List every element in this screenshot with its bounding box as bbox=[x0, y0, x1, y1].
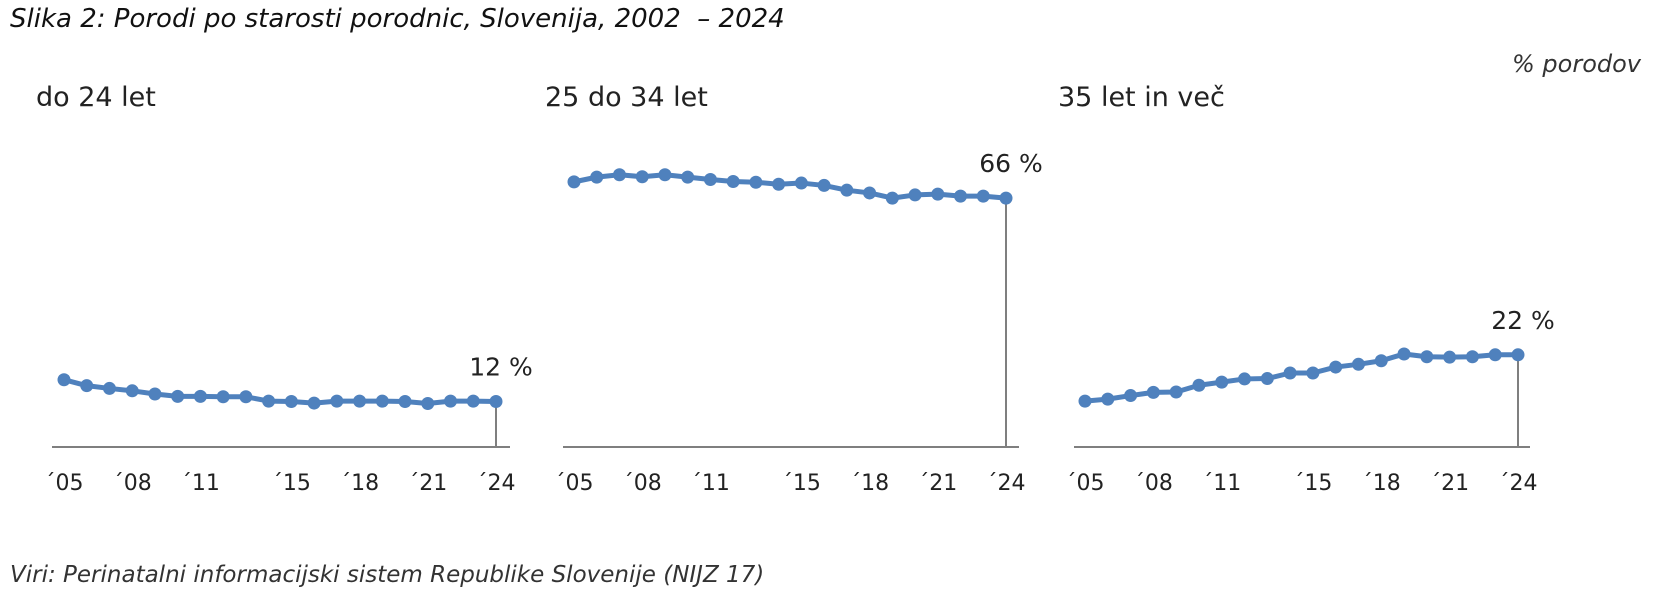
data-point bbox=[262, 394, 276, 408]
panel-title: 25 do 34 let bbox=[545, 82, 708, 113]
data-point bbox=[681, 170, 695, 184]
x-tick-label: ´21 bbox=[1430, 471, 1469, 496]
chart-title: Slika 2: Porodi po starosti porodnic, Sl… bbox=[10, 4, 785, 34]
data-point bbox=[976, 189, 990, 203]
data-point bbox=[1351, 357, 1365, 371]
data-point bbox=[726, 174, 740, 188]
data-point bbox=[125, 384, 139, 398]
panel-title: 35 let in več bbox=[1058, 82, 1225, 113]
x-tick-label: ´24 bbox=[477, 471, 516, 496]
panel-title: do 24 let bbox=[36, 82, 156, 113]
data-point bbox=[80, 379, 94, 393]
x-tick-label: ´24 bbox=[1499, 471, 1538, 496]
x-tick-label: ´11 bbox=[691, 471, 730, 496]
data-point bbox=[307, 396, 321, 410]
data-point bbox=[635, 170, 649, 184]
x-tick-label: ´24 bbox=[987, 471, 1026, 496]
data-point bbox=[1124, 389, 1138, 403]
data-point bbox=[567, 175, 581, 189]
data-point bbox=[794, 176, 808, 190]
data-point bbox=[216, 390, 230, 404]
data-point bbox=[999, 191, 1013, 205]
data-point bbox=[239, 390, 253, 404]
x-tick-label: ´08 bbox=[113, 471, 152, 496]
x-tick-label: ´08 bbox=[1134, 471, 1173, 496]
data-point bbox=[863, 186, 877, 200]
data-point bbox=[749, 175, 763, 189]
data-point bbox=[102, 381, 116, 395]
data-point bbox=[1192, 378, 1206, 392]
data-point bbox=[193, 389, 207, 403]
data-point bbox=[1420, 350, 1434, 364]
data-point bbox=[1488, 348, 1502, 362]
x-tick-label: ´15 bbox=[272, 471, 311, 496]
data-label: 22 % bbox=[1491, 306, 1555, 335]
x-tick-label: ´21 bbox=[918, 471, 957, 496]
data-point bbox=[1397, 347, 1411, 361]
x-tick-label: ´18 bbox=[850, 471, 889, 496]
data-point bbox=[703, 172, 717, 186]
data-point bbox=[840, 183, 854, 197]
data-point bbox=[885, 191, 899, 205]
data-point bbox=[1374, 354, 1388, 368]
data-point bbox=[57, 373, 71, 387]
data-point bbox=[1101, 392, 1115, 406]
x-tick-label: ´05 bbox=[555, 471, 594, 496]
data-point bbox=[817, 178, 831, 192]
data-point bbox=[590, 170, 604, 184]
source-note: Viri: Perinatalni informacijski sistem R… bbox=[10, 562, 765, 588]
data-point bbox=[1260, 372, 1274, 386]
data-point bbox=[1215, 375, 1229, 389]
data-point bbox=[1443, 350, 1457, 364]
x-tick-label: ´08 bbox=[623, 471, 662, 496]
data-point bbox=[931, 187, 945, 201]
unit-label: % porodov bbox=[1511, 50, 1641, 78]
data-point bbox=[489, 394, 503, 408]
data-point bbox=[954, 189, 968, 203]
x-tick-label: ´18 bbox=[340, 471, 379, 496]
data-point bbox=[1146, 385, 1160, 399]
data-point bbox=[421, 396, 435, 410]
data-point bbox=[353, 394, 367, 408]
data-point bbox=[398, 394, 412, 408]
data-point bbox=[171, 389, 185, 403]
x-tick-label: ´15 bbox=[782, 471, 821, 496]
x-tick-label: ´21 bbox=[408, 471, 447, 496]
x-tick-label: ´15 bbox=[1293, 471, 1332, 496]
x-tick-label: ´18 bbox=[1362, 471, 1401, 496]
x-tick-label: ´05 bbox=[45, 471, 84, 496]
data-point bbox=[1283, 366, 1297, 380]
x-tick-label: ´11 bbox=[181, 471, 220, 496]
data-point bbox=[466, 394, 480, 408]
data-label: 12 % bbox=[469, 352, 533, 381]
data-label: 66 % bbox=[979, 149, 1043, 178]
data-point bbox=[612, 168, 626, 182]
data-point bbox=[375, 394, 389, 408]
data-point bbox=[1465, 350, 1479, 364]
x-tick-label: ´05 bbox=[1066, 471, 1105, 496]
data-point bbox=[1078, 394, 1092, 408]
data-point bbox=[330, 394, 344, 408]
data-point bbox=[1511, 348, 1525, 362]
data-point bbox=[908, 188, 922, 202]
data-point bbox=[772, 177, 786, 191]
data-point bbox=[1306, 366, 1320, 380]
data-point bbox=[1238, 372, 1252, 386]
data-point bbox=[284, 394, 298, 408]
data-point bbox=[148, 387, 162, 401]
data-point bbox=[1329, 360, 1343, 374]
data-point bbox=[658, 168, 672, 182]
x-tick-label: ´11 bbox=[1202, 471, 1241, 496]
data-point bbox=[444, 394, 458, 408]
data-point bbox=[1169, 385, 1183, 399]
